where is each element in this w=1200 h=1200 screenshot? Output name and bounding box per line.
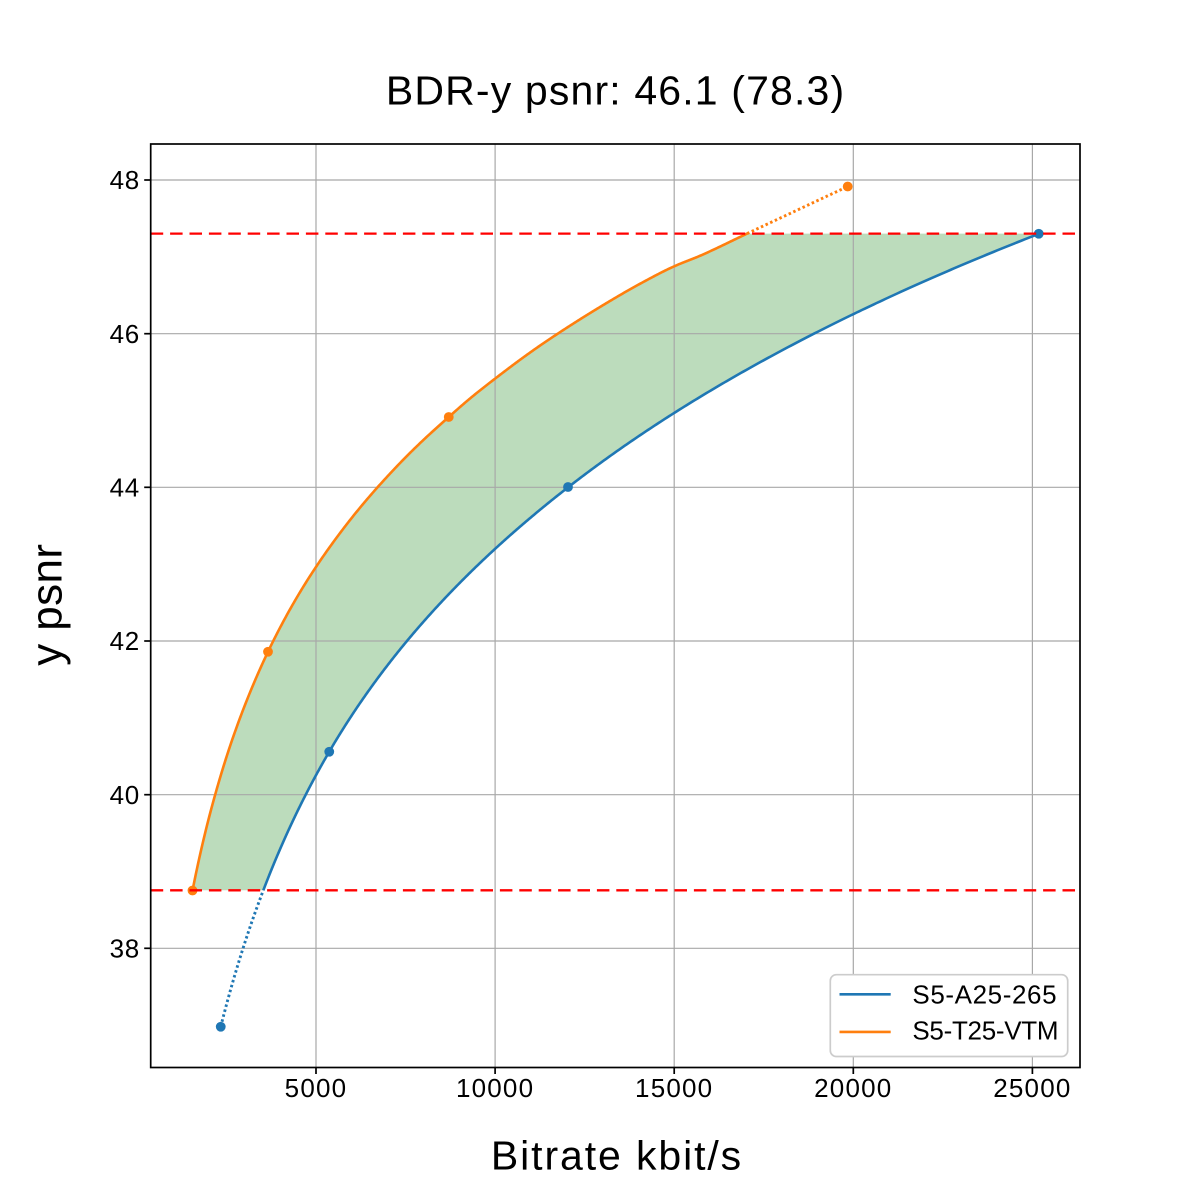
svg-text:20000: 20000 <box>814 1073 892 1103</box>
svg-text:5000: 5000 <box>285 1073 348 1103</box>
svg-text:25000: 25000 <box>993 1073 1071 1103</box>
svg-text:y psnr: y psnr <box>23 544 72 666</box>
svg-text:S5-A25-265: S5-A25-265 <box>912 979 1057 1009</box>
svg-text:S5-T25-VTM: S5-T25-VTM <box>912 1015 1058 1045</box>
svg-text:Bitrate kbit/s: Bitrate kbit/s <box>491 1132 743 1178</box>
svg-text:42: 42 <box>110 626 140 656</box>
svg-text:44: 44 <box>110 472 140 502</box>
svg-text:46: 46 <box>110 319 140 349</box>
svg-text:40: 40 <box>110 780 140 810</box>
svg-text:38: 38 <box>110 933 140 963</box>
svg-text:10000: 10000 <box>456 1073 534 1103</box>
svg-text:BDR-y psnr: 46.1 (78.3): BDR-y psnr: 46.1 (78.3) <box>386 68 845 114</box>
svg-text:48: 48 <box>110 165 140 195</box>
svg-text:15000: 15000 <box>635 1073 713 1103</box>
